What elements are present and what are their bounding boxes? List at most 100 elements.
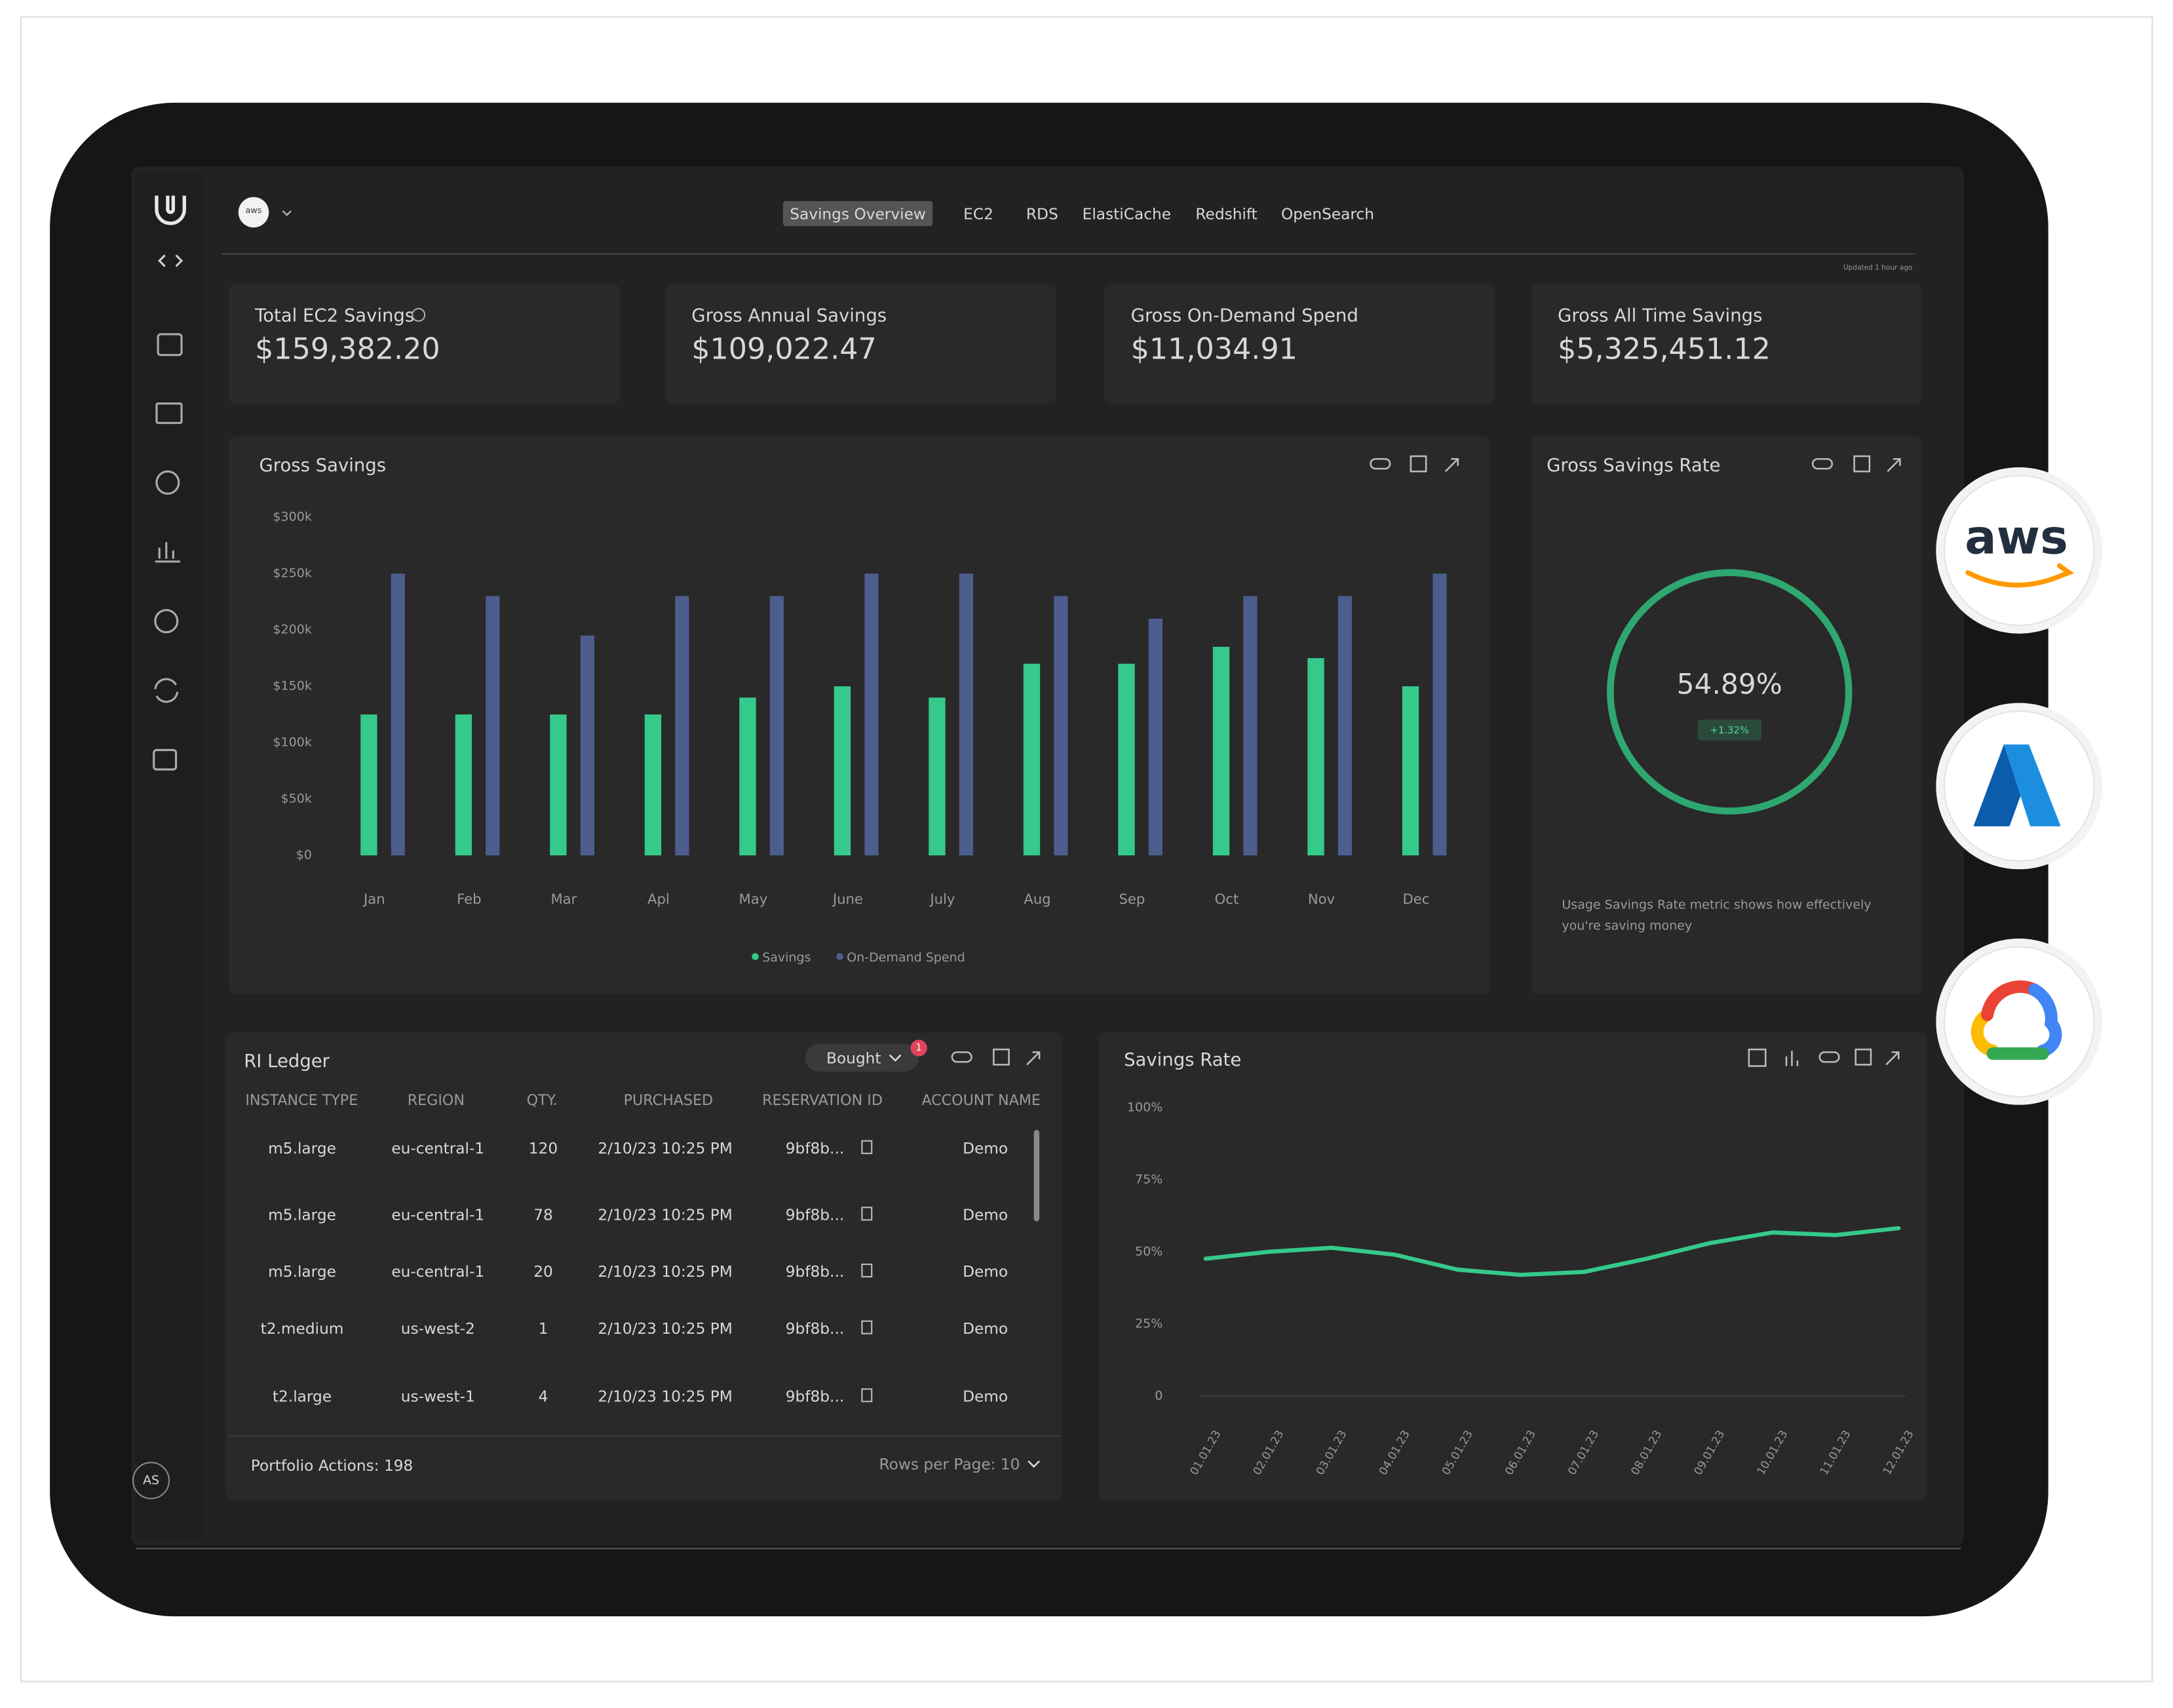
account-dropdown[interactable] (282, 210, 292, 216)
table-cell: eu-central-1 (391, 1140, 484, 1157)
y-tick-label: 75% (1135, 1172, 1163, 1186)
x-tick-label: Jan (362, 891, 385, 907)
expand-icon[interactable] (1026, 1051, 1041, 1066)
bar[interactable] (769, 596, 784, 856)
column-header[interactable]: QTY. (527, 1092, 558, 1109)
column-header[interactable]: PURCHASED (624, 1092, 713, 1109)
provider-azure[interactable] (1936, 703, 2103, 870)
link-icon[interactable] (1811, 458, 1834, 470)
bar[interactable] (1023, 663, 1041, 856)
copy-icon[interactable] (861, 1140, 873, 1154)
table-cell: m5.large (268, 1206, 336, 1224)
bar[interactable] (644, 714, 662, 856)
area-chart-icon[interactable] (1748, 1048, 1767, 1067)
legend-label[interactable]: Savings (762, 950, 811, 965)
nav-tab[interactable]: EC2 (963, 206, 993, 223)
bar[interactable] (864, 573, 879, 856)
bar[interactable] (959, 573, 973, 856)
table-cell: eu-central-1 (391, 1263, 484, 1281)
rate-value: 54.89% (1677, 669, 1782, 701)
filter-count: 1 (915, 1042, 921, 1053)
app-logo[interactable] (155, 195, 186, 225)
bar[interactable] (1243, 596, 1258, 856)
bar[interactable] (391, 573, 405, 856)
download-icon[interactable] (993, 1048, 1010, 1066)
info-icon[interactable] (412, 307, 426, 322)
bar[interactable] (1118, 663, 1135, 856)
panel-title: Gross Savings Rate (1547, 455, 1720, 476)
bar[interactable] (360, 714, 377, 856)
expand-icon[interactable] (1444, 458, 1459, 473)
y-tick-label: 0 (1155, 1388, 1163, 1403)
provider-badge (1944, 946, 2095, 1098)
bar[interactable] (1307, 658, 1324, 856)
nav-tab[interactable]: OpenSearch (1281, 206, 1374, 223)
legend-label[interactable]: On-Demand Spend (847, 950, 965, 965)
expand-icon[interactable] (1887, 458, 1901, 473)
provider-gcp[interactable] (1936, 939, 2103, 1105)
bar[interactable] (1337, 596, 1352, 856)
nav-icon-search[interactable] (155, 470, 180, 495)
bar[interactable] (1402, 686, 1419, 856)
bar[interactable] (1148, 618, 1163, 856)
table-cell: 78 (533, 1206, 553, 1224)
table-cell: 120 (529, 1140, 558, 1157)
bar[interactable] (455, 714, 472, 856)
bar[interactable] (739, 697, 756, 856)
download-icon[interactable] (1855, 1048, 1872, 1066)
column-header[interactable]: INSTANCE TYPE (245, 1092, 358, 1109)
table-cell: 4 (539, 1388, 548, 1406)
column-header[interactable]: ACCOUNT NAME (921, 1092, 1041, 1109)
column-header[interactable]: REGION (408, 1092, 465, 1109)
nav-tab[interactable]: Redshift (1195, 206, 1257, 223)
collapse-toggle[interactable] (157, 254, 183, 267)
nav-icon-palette[interactable] (154, 609, 179, 634)
download-icon[interactable] (1853, 455, 1871, 473)
scrollbar[interactable] (1033, 1129, 1040, 1222)
nav-tab[interactable]: RDS (1026, 206, 1058, 223)
table-cell: 2/10/23 10:25 PM (598, 1140, 733, 1157)
account-logo[interactable] (238, 197, 269, 228)
bar[interactable] (550, 714, 567, 856)
bar[interactable] (1212, 646, 1230, 856)
table-cell: m5.large (268, 1140, 336, 1157)
bar[interactable] (1054, 596, 1068, 856)
bar[interactable] (675, 596, 689, 856)
avatar[interactable] (132, 1462, 170, 1500)
x-tick-label: Feb (457, 891, 481, 907)
download-icon[interactable] (1410, 455, 1427, 473)
bar[interactable] (486, 596, 500, 856)
bar[interactable] (1433, 573, 1447, 856)
y-tick-label: $0 (296, 848, 312, 863)
nav-tab[interactable]: Savings Overview (790, 206, 926, 223)
nav-icon-sync[interactable] (154, 678, 179, 703)
table-cell: eu-central-1 (391, 1206, 484, 1224)
copy-icon[interactable] (861, 1263, 873, 1278)
x-tick-label: June (832, 891, 863, 907)
x-tick-label: Apl (647, 891, 670, 907)
expand-icon[interactable] (1885, 1051, 1900, 1066)
column-header[interactable]: RESERVATION ID (762, 1092, 883, 1109)
filter-dropdown[interactable] (805, 1043, 919, 1072)
link-icon[interactable] (1818, 1051, 1840, 1063)
link-icon[interactable] (1370, 458, 1391, 470)
link-icon[interactable] (951, 1051, 972, 1063)
bar[interactable] (929, 697, 946, 856)
bar-chart-icon[interactable] (1785, 1051, 1799, 1066)
rows-chevron[interactable] (1028, 1460, 1040, 1468)
table-cell: 2/10/23 10:25 PM (598, 1206, 733, 1224)
nav-icon-chart[interactable] (155, 542, 180, 563)
bar[interactable] (580, 635, 594, 856)
y-tick-label: 100% (1127, 1100, 1163, 1115)
copy-icon[interactable] (861, 1388, 873, 1403)
copy-icon[interactable] (861, 1207, 873, 1221)
nav-icon-store[interactable] (157, 333, 183, 357)
line-series[interactable] (1203, 1226, 1901, 1277)
nav-tab[interactable]: ElastiCache (1083, 206, 1171, 223)
nav-icon-wallet[interactable] (153, 748, 178, 771)
bar[interactable] (834, 686, 851, 856)
nav-icon-analytics[interactable] (155, 402, 183, 424)
rows-per-page[interactable]: Rows per Page: 10 (879, 1456, 1020, 1473)
provider-aws[interactable]: aws (1936, 467, 2103, 634)
copy-icon[interactable] (861, 1320, 873, 1334)
